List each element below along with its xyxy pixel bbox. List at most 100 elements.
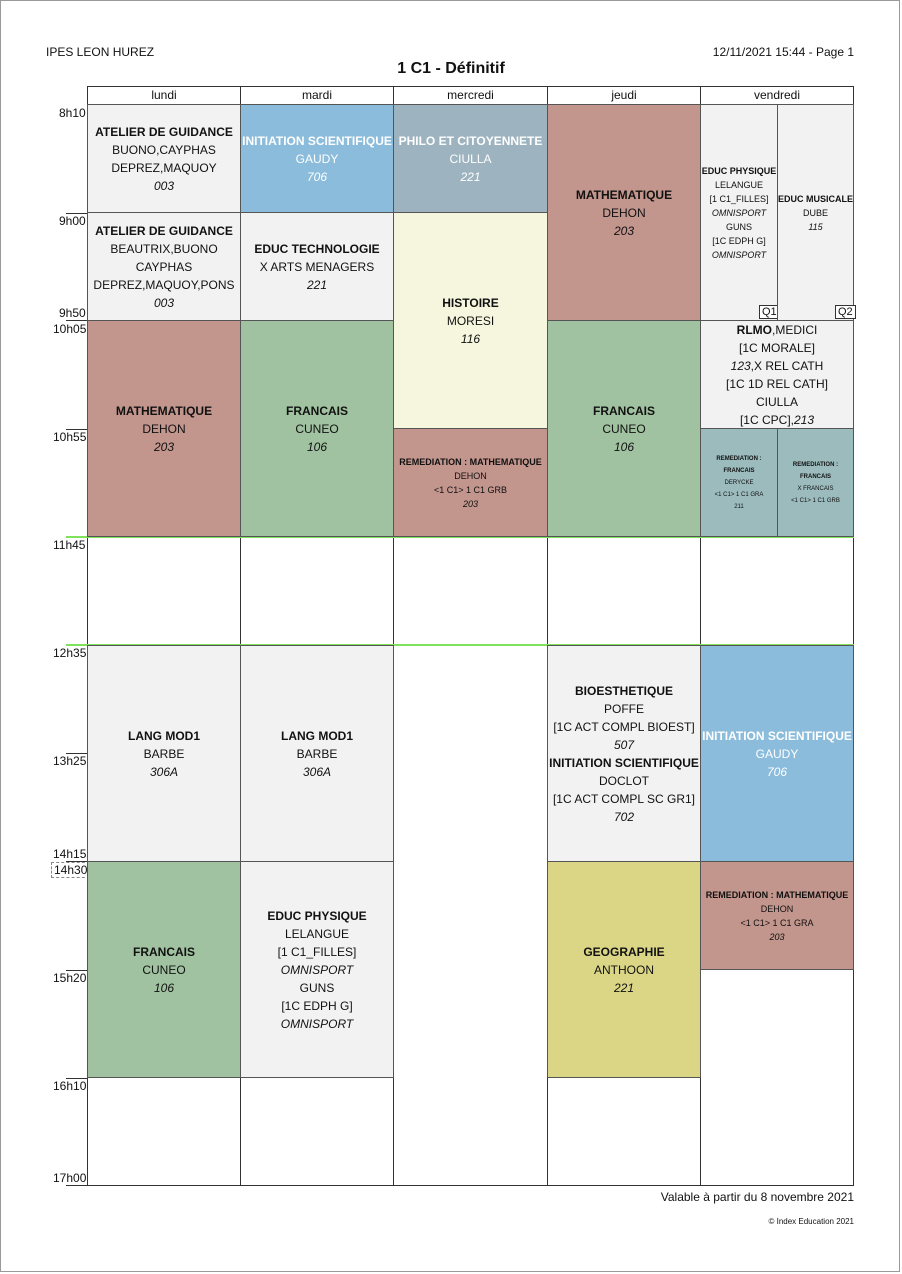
course-block[interactable]: MATHEMATIQUE DEHON 203 — [87, 320, 241, 537]
course-block[interactable]: EDUC TECHNOLOGIE X ARTS MENAGERS 221 — [240, 212, 394, 321]
course-title: EDUC PHYSIQUE — [701, 165, 777, 176]
course-title: ATELIER DE GUIDANCE — [95, 124, 233, 139]
room: 106 — [153, 980, 175, 995]
course-block[interactable]: REMEDIATION : FRANCAIS X FRANCAIS <1 C1>… — [777, 428, 854, 537]
copyright: © Index Education 2021 — [768, 1217, 854, 1226]
course-block[interactable]: REMEDIATION : MATHEMATIQUE DEHON <1 C1> … — [700, 861, 854, 970]
course-block[interactable]: REMEDIATION : MATHEMATIQUE DEHON <1 C1> … — [393, 428, 548, 537]
room: 507 — [613, 737, 635, 752]
time-label: 10h05 — [53, 322, 87, 336]
course-block[interactable]: HISTOIRE MORESI 116 — [393, 212, 548, 429]
course-title: INITIATION SCIENTIFIQUE — [549, 755, 699, 770]
course-title: REMEDIATION : MATHEMATIQUE — [399, 456, 542, 467]
course-block[interactable]: REMEDIATION : FRANCAIS DERYCKE <1 C1> 1 … — [700, 428, 778, 537]
group: <1 C1> 1 C1 GRB — [433, 484, 508, 495]
time-tick — [66, 1185, 87, 1186]
course-title: HISTOIRE — [442, 295, 499, 310]
course-block[interactable]: GEOGRAPHIE ANTHOON 221 — [547, 861, 701, 1078]
room: 221 — [613, 980, 635, 995]
course-block[interactable]: INITIATION SCIENTIFIQUE GAUDY 706 — [700, 645, 854, 862]
group: [1C CPC], — [739, 412, 794, 427]
time-label: 15h20 — [53, 971, 87, 985]
room: OMNISPORT — [280, 1016, 354, 1031]
course-title: FRANCAIS — [133, 944, 195, 959]
day-header-mardi: mardi — [241, 86, 394, 104]
time-tick — [66, 1078, 87, 1079]
course-title: PHILO ET CITOYENNETE — [398, 133, 543, 148]
course-title: INITIATION SCIENTIFIQUE — [242, 133, 392, 148]
room: 211 — [734, 503, 744, 510]
school-name: IPES LEON HUREZ — [46, 45, 155, 59]
time-label: 12h35 — [53, 646, 87, 660]
course-block[interactable]: FRANCAIS CUNEO 106 — [240, 320, 394, 537]
teacher: DERYCKE — [724, 479, 754, 486]
time-selector[interactable]: 14h30 — [51, 862, 91, 878]
course-block[interactable]: FRANCAIS CUNEO 106 — [87, 861, 241, 1078]
teacher: X ARTS MENAGERS — [259, 259, 375, 274]
course-block[interactable]: EDUC PHYSIQUE LELANGUE [1 C1_FILLES] OMN… — [240, 861, 394, 1078]
teacher: ANTHOON — [594, 962, 654, 977]
group: [1 C1_FILLES] — [277, 944, 357, 959]
time-label: 10h55 — [53, 430, 87, 444]
teacher: BUONO,CAYPHAS — [112, 142, 216, 157]
teacher: CUNEO — [142, 962, 186, 977]
room: 702 — [613, 809, 635, 824]
time-tick — [66, 753, 87, 754]
course-title: MATHEMATIQUE — [115, 403, 213, 418]
teacher: BARBE — [296, 746, 338, 761]
room: 106 — [306, 439, 328, 454]
time-tick — [66, 213, 87, 214]
group: [1 C1_FILLES] — [709, 193, 769, 204]
group: [1C ACT COMPL SC GR1] — [552, 791, 696, 806]
time-label: 16h10 — [53, 1079, 87, 1093]
teacher: CIULLA — [449, 151, 492, 166]
room: 115 — [808, 221, 823, 232]
room: 706 — [306, 169, 328, 184]
teacher: ,MEDICI — [771, 322, 818, 337]
course-block[interactable]: EDUC PHYSIQUE LELANGUE [1 C1_FILLES] OMN… — [700, 104, 778, 321]
course-block[interactable]: RLMO,MEDICI [1C MORALE] 123,X REL CATH [… — [700, 320, 854, 429]
teacher: CUNEO — [295, 421, 339, 436]
teacher: CIULLA — [755, 394, 799, 409]
group: [1C ACT COMPL BIOEST] — [553, 719, 695, 734]
course-block[interactable]: EDUC MUSICALE DUBE 115 — [777, 104, 854, 321]
teacher: DEHON — [454, 470, 487, 481]
room: 213 — [793, 412, 815, 427]
teacher: CAYPHAS — [135, 259, 193, 274]
teacher: MORESI — [446, 313, 495, 328]
time-label: 14h15 — [53, 847, 87, 861]
course-title: EDUC TECHNOLOGIE — [254, 241, 380, 256]
course-block[interactable]: ATELIER DE GUIDANCE BEAUTRIX,BUONO CAYPH… — [87, 212, 241, 321]
course-title: EDUC PHYSIQUE — [267, 908, 367, 923]
break-line — [66, 536, 854, 538]
course-block[interactable]: ATELIER DE GUIDANCE BUONO,CAYPHAS DEPREZ… — [87, 104, 241, 213]
course-block[interactable]: LANG MOD1 BARBE 306A — [87, 645, 241, 862]
course-block[interactable]: INITIATION SCIENTIFIQUE GAUDY 706 — [240, 104, 394, 213]
course-title: BIOESTHETIQUE — [574, 683, 673, 698]
room: 203 — [769, 931, 785, 942]
group: [1C MORALE] — [738, 340, 816, 355]
room: 203 — [613, 223, 635, 238]
day-header-mercredi: mercredi — [394, 86, 548, 104]
time-tick — [66, 320, 87, 321]
teacher: DUBE — [802, 207, 828, 218]
course-block[interactable]: FRANCAIS CUNEO 106 — [547, 320, 701, 537]
course-block[interactable]: LANG MOD1 BARBE 306A — [240, 645, 394, 862]
teacher: DEHON — [760, 903, 794, 914]
quadrimester-badge: Q2 — [835, 305, 856, 319]
course-title: EDUC MUSICALE — [778, 193, 854, 204]
room: OMNISPORT — [280, 962, 354, 977]
day-header-jeudi: jeudi — [548, 86, 701, 104]
teacher: DEPREZ,MAQUOY — [111, 160, 217, 175]
teacher: LELANGUE — [284, 926, 350, 941]
time-tick — [66, 429, 87, 430]
course-block[interactable]: BIOESTHETIQUE POFFE [1C ACT COMPL BIOEST… — [547, 645, 701, 862]
course-title: LANG MOD1 — [128, 728, 200, 743]
teacher: POFFE — [603, 701, 644, 716]
teacher: ,X REL CATH — [750, 358, 824, 373]
course-title: MATHEMATIQUE — [575, 187, 673, 202]
course-block[interactable]: MATHEMATIQUE DEHON 203 — [547, 104, 701, 321]
group: [1C 1D REL CATH] — [725, 376, 829, 391]
course-block[interactable]: PHILO ET CITOYENNETE CIULLA 221 — [393, 104, 548, 213]
